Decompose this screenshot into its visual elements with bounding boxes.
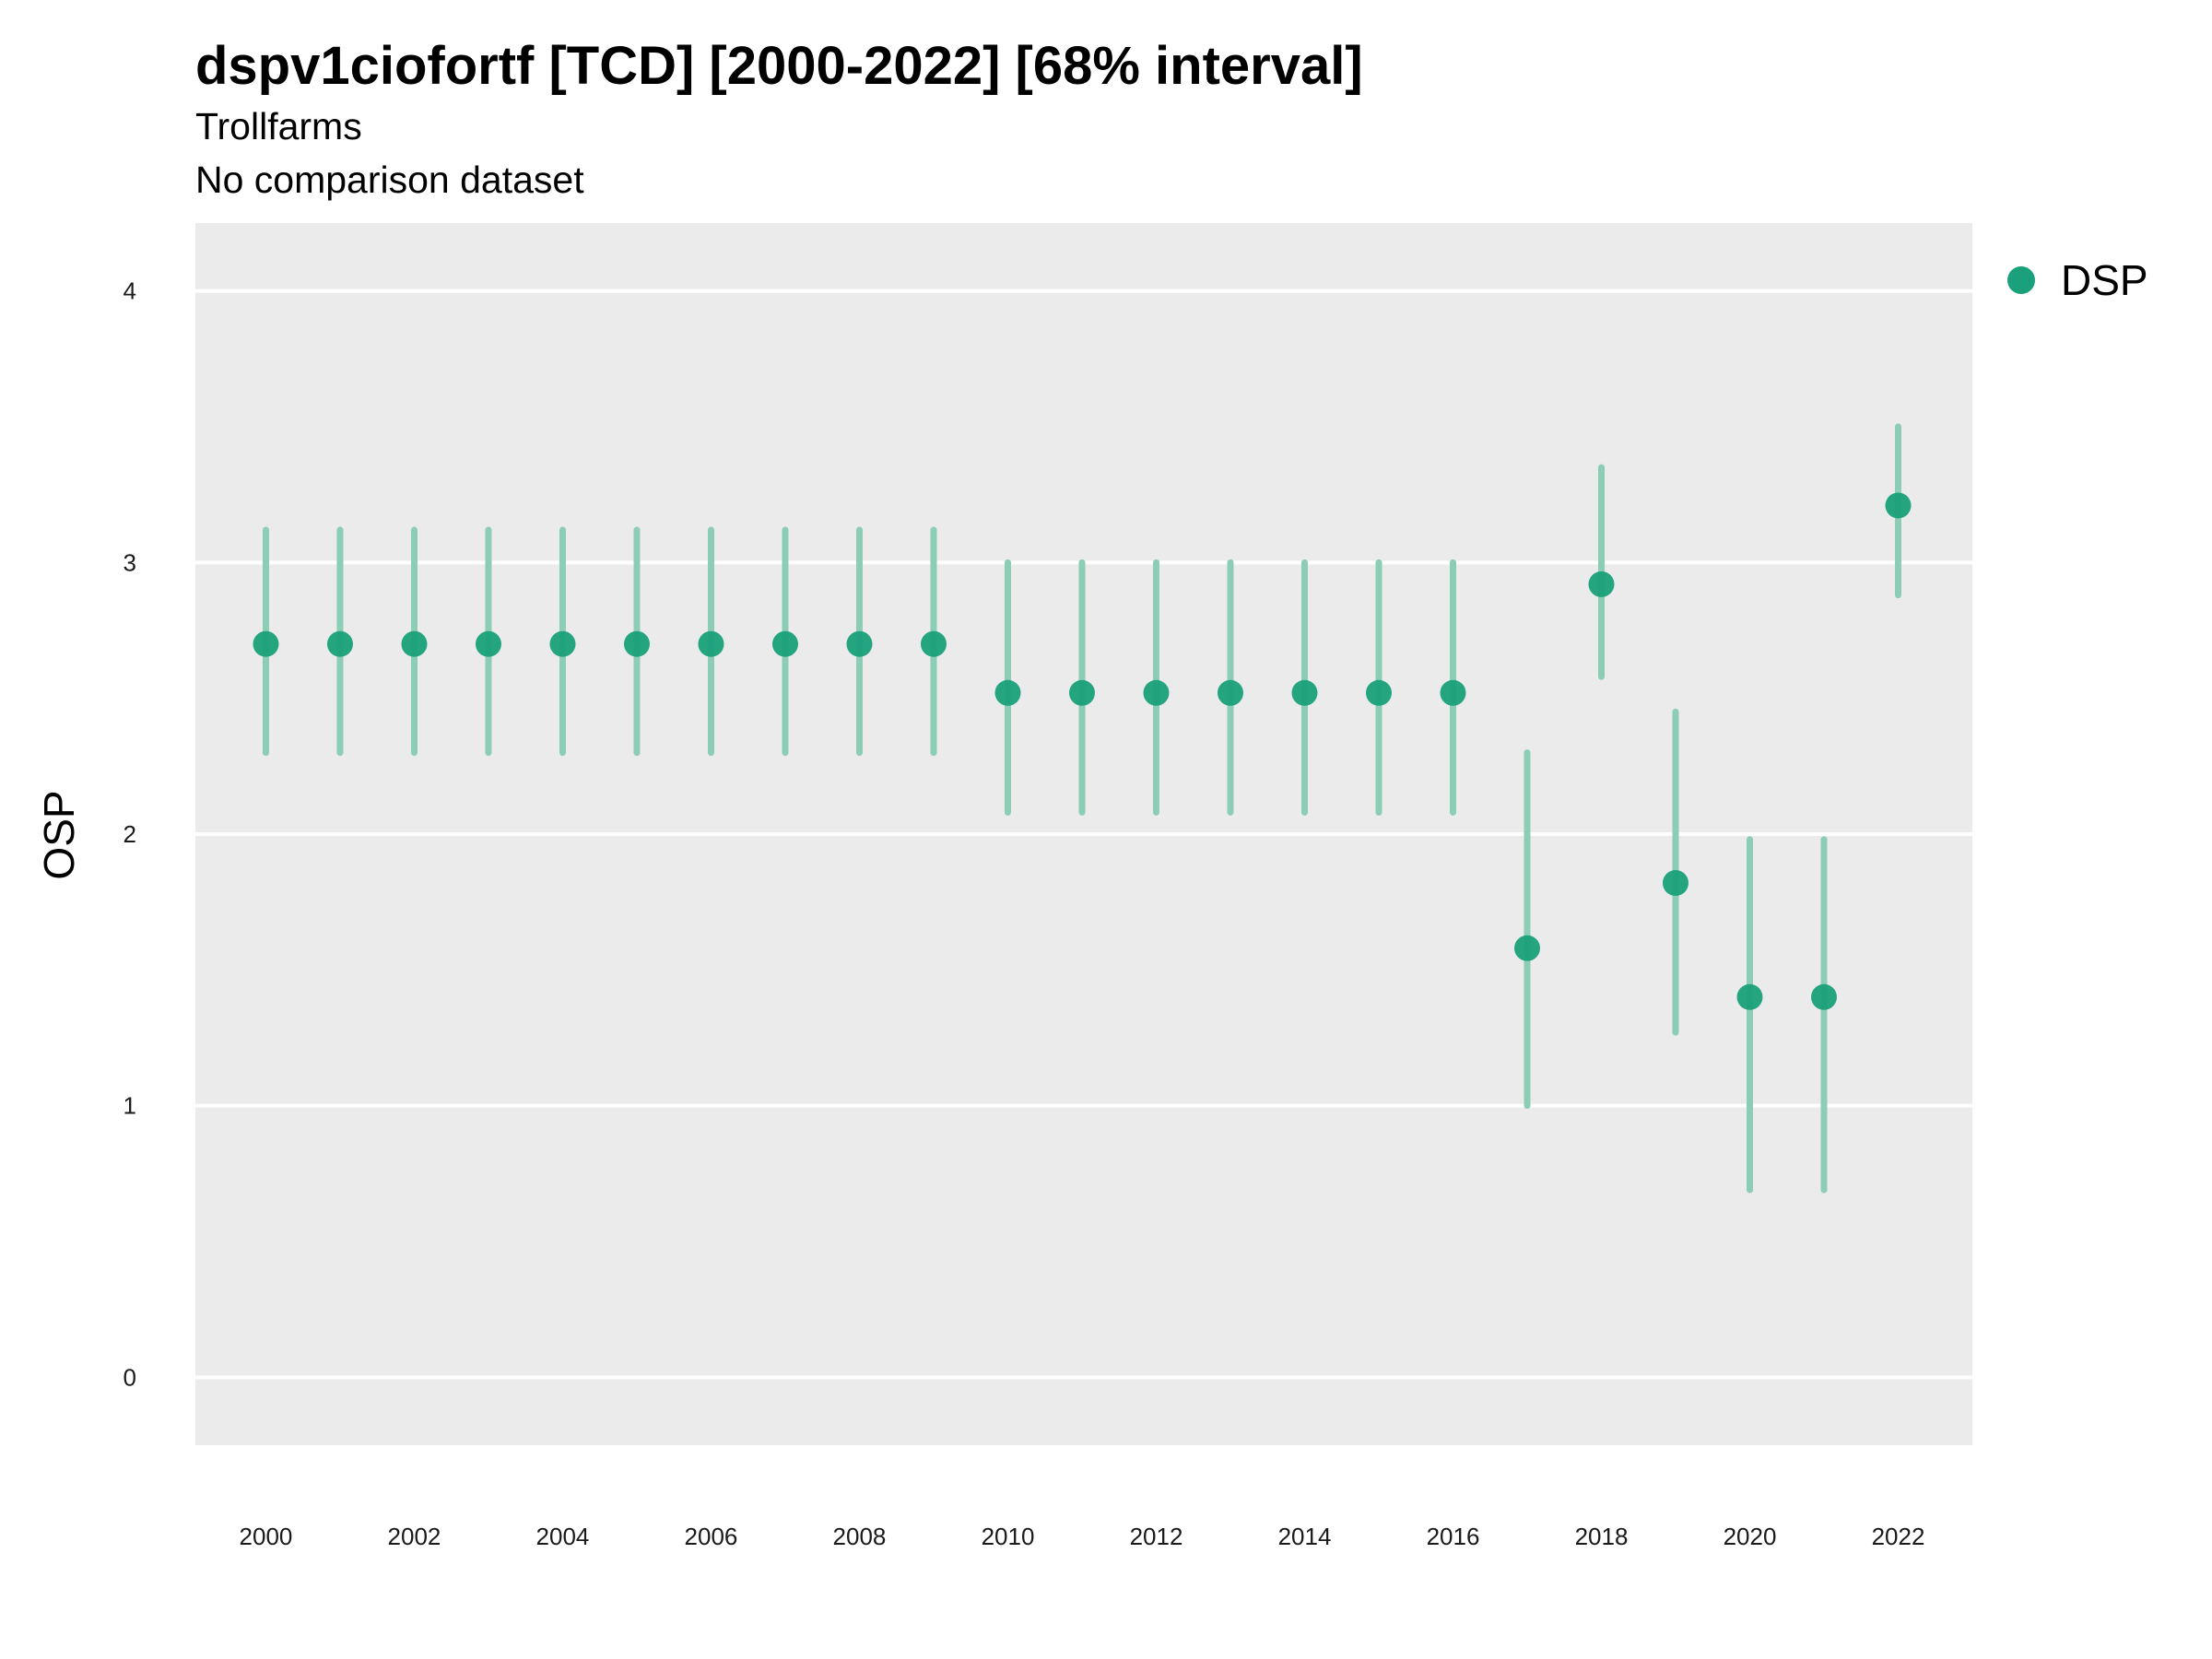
x-tick-label: 2012 [1130, 1523, 1183, 1550]
data-point [1662, 870, 1688, 897]
data-point [920, 630, 947, 657]
data-point [475, 630, 501, 657]
data-point [1810, 983, 1837, 1010]
data-point [623, 630, 650, 657]
x-tick-label: 2006 [685, 1523, 738, 1550]
legend-key-dsp [2007, 266, 2035, 294]
data-point [1068, 679, 1095, 706]
y-tick-label: 4 [124, 277, 136, 305]
x-tick-label: 2014 [1278, 1523, 1332, 1550]
data-point [549, 630, 576, 657]
data-point [846, 630, 873, 657]
data-point [1513, 935, 1540, 961]
x-tick-label: 2016 [1427, 1523, 1480, 1550]
x-tick-label: 2004 [536, 1523, 590, 1550]
data-point [326, 630, 353, 657]
y-tick-label: 0 [124, 1363, 136, 1391]
data-point [771, 630, 798, 657]
x-tick-label: 2010 [982, 1523, 1035, 1550]
data-point [1217, 679, 1243, 706]
data-point [1365, 679, 1392, 706]
y-tick-label: 3 [124, 548, 136, 576]
data-point [1143, 679, 1170, 706]
data-point [1440, 679, 1466, 706]
chart-subtitle: Trollfarms [195, 105, 362, 147]
x-tick-label: 2002 [388, 1523, 441, 1550]
legend: DSP [2007, 253, 2148, 308]
data-point [1736, 983, 1763, 1010]
y-axis-label: OSP [35, 790, 83, 879]
data-point [994, 679, 1021, 706]
legend-label-dsp: DSP [2061, 256, 2148, 304]
data-point [1885, 492, 1912, 519]
data-point [253, 630, 279, 657]
data-point [698, 630, 724, 657]
y-tick-label: 1 [124, 1092, 136, 1120]
chart-subtitle-comparison: No comparison dataset [195, 159, 584, 201]
y-tick-label: 2 [124, 820, 136, 848]
data-point [1291, 679, 1318, 706]
data-point [1588, 571, 1615, 597]
chart-title: dspv1ciofortf [TCD] [2000-2022] [68% int… [195, 36, 1363, 96]
x-tick-label: 2018 [1575, 1523, 1629, 1550]
data-point [401, 630, 428, 657]
x-tick-label: 2000 [240, 1523, 293, 1550]
x-tick-label: 2022 [1872, 1523, 1925, 1550]
x-tick-label: 2020 [1724, 1523, 1777, 1550]
x-tick-label: 2008 [833, 1523, 887, 1550]
